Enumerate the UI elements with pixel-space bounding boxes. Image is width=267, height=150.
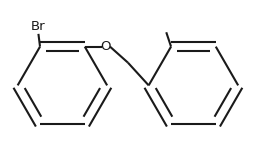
Text: Br: Br [31, 20, 46, 33]
Text: O: O [100, 40, 111, 53]
